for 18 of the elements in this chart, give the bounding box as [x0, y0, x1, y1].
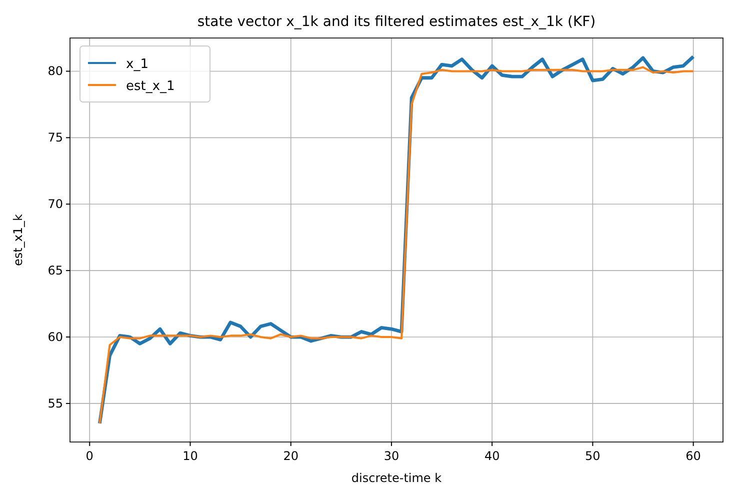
- chart-title: state vector x_1k and its filtered estimates est_x_1k (KF): [197, 14, 596, 30]
- x-tick-label: 0: [86, 449, 94, 463]
- x-tick-label: 10: [182, 449, 198, 463]
- x-tick-label: 50: [585, 449, 600, 463]
- y-axis-title: est_x1_k: [11, 214, 25, 266]
- x-tick-label: 60: [686, 449, 701, 463]
- legend-label: est_x_1: [126, 79, 175, 94]
- x-tick-label: 30: [384, 449, 400, 463]
- y-tick-label: 55: [48, 396, 63, 410]
- x-tick-label: 40: [484, 449, 500, 463]
- y-tick-label: 75: [48, 130, 63, 145]
- legend-label: x_1: [126, 57, 148, 72]
- x-axis-title: discrete-time k: [351, 471, 442, 485]
- y-tick-label: 70: [48, 197, 63, 212]
- y-tick-label: 65: [48, 264, 63, 278]
- y-tick-label: 80: [48, 64, 63, 78]
- x-tick-label: 20: [283, 449, 298, 463]
- y-tick-label: 60: [48, 330, 63, 344]
